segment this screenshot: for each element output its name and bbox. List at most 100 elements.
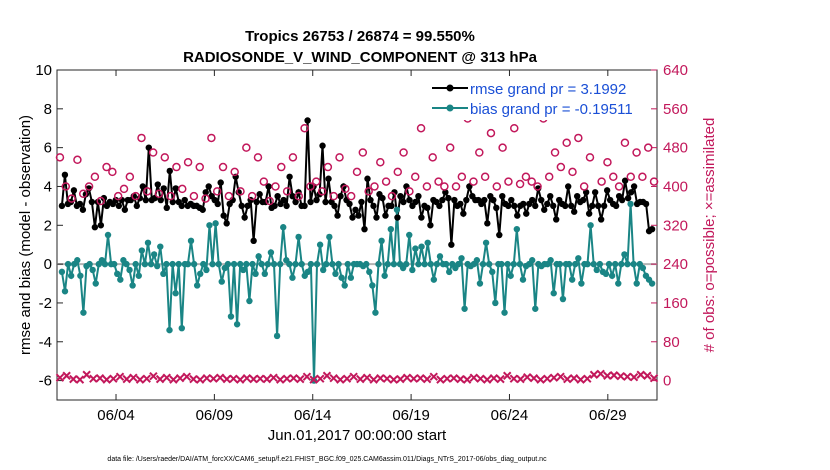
- data-point: [193, 282, 201, 289]
- obs-assimilated-stroke: [322, 371, 332, 380]
- data-point: [114, 270, 121, 278]
- obs-assimilated-marker: [296, 374, 305, 384]
- data-point: [587, 222, 594, 229]
- data-point: [473, 257, 481, 264]
- data-point: [624, 260, 631, 268]
- data-point: [166, 326, 173, 334]
- data-point: [326, 233, 333, 241]
- obs-possible-marker: [341, 184, 350, 194]
- data-point: [132, 260, 139, 268]
- data-point: [382, 212, 389, 219]
- obs-possible-marker: [236, 187, 245, 196]
- data-point: [147, 260, 155, 268]
- obs-possible-marker: [166, 191, 175, 201]
- data-point: [358, 198, 365, 206]
- obs-assimilated-stroke: [629, 372, 639, 382]
- data-point: [594, 202, 602, 210]
- data-point: [585, 210, 593, 217]
- obs-assimilated-marker: [629, 372, 639, 382]
- data-point: [145, 144, 152, 151]
- obs-assimilated-marker: [442, 374, 452, 383]
- obs-possible-marker: [492, 182, 502, 191]
- data-point: [490, 196, 497, 204]
- obs-assimilated-marker: [155, 374, 165, 384]
- x-tick-label: 06/29: [589, 407, 627, 424]
- obs-possible-marker: [160, 153, 170, 162]
- data-point: [550, 290, 557, 297]
- obs-assimilated-marker: [402, 373, 412, 382]
- obs-assimilated-stroke: [209, 374, 218, 383]
- obs-possible-marker: [550, 148, 560, 157]
- data-point: [493, 204, 500, 212]
- data-point: [523, 210, 530, 217]
- obs-assimilated-stroke: [529, 373, 539, 383]
- data-point: [415, 192, 422, 200]
- data-point: [292, 198, 299, 206]
- data-point: [115, 202, 123, 210]
- data-point: [424, 239, 431, 246]
- data-point: [253, 198, 260, 206]
- data-point: [446, 268, 453, 276]
- obs-assimilated-marker: [416, 373, 425, 383]
- obs-assimilated-marker: [229, 374, 238, 383]
- obs-possible-marker: [113, 191, 123, 201]
- plot-area: [56, 69, 658, 401]
- data-point: [590, 260, 597, 268]
- data-point: [218, 278, 225, 285]
- data-point: [627, 189, 635, 196]
- obs-assimilated-marker: [115, 372, 125, 381]
- obs-assimilated-stroke: [269, 373, 278, 382]
- obs-assimilated-stroke: [296, 374, 305, 384]
- data-point: [163, 204, 170, 212]
- legend-bias-marker: [446, 104, 454, 112]
- obs-assimilated-marker: [336, 375, 345, 384]
- obs-assimilated-stroke: [135, 375, 145, 384]
- data-point: [513, 225, 521, 233]
- obs-assimilated-marker: [322, 371, 332, 380]
- data-point: [516, 260, 524, 268]
- data-point: [602, 270, 610, 278]
- obs-possible-marker: [381, 177, 391, 186]
- obs-assimilated-stroke: [356, 374, 365, 384]
- data-point: [323, 260, 330, 268]
- y-right-tick-label: 80: [663, 334, 680, 351]
- obs-possible-marker: [574, 133, 583, 143]
- obs-assimilated-marker: [249, 374, 258, 384]
- obs-possible-marker: [178, 184, 187, 194]
- obs-assimilated-stroke: [616, 372, 625, 381]
- data-point: [630, 260, 637, 268]
- obs-assimilated-stroke: [89, 374, 98, 383]
- obs-assimilated-stroke: [175, 373, 185, 383]
- obs-possible-marker: [172, 162, 181, 172]
- data-point: [256, 191, 263, 198]
- data-point: [142, 196, 149, 204]
- obs-assimilated-stroke: [556, 372, 565, 381]
- obs-assimilated-stroke: [583, 374, 592, 383]
- data-point: [436, 253, 444, 260]
- obs-possible-marker: [218, 162, 228, 172]
- obs-assimilated-marker: [376, 373, 385, 383]
- data-point: [202, 189, 209, 196]
- obs-assimilated-stroke: [102, 375, 111, 384]
- obs-assimilated-stroke: [649, 373, 659, 383]
- data-point: [397, 192, 404, 200]
- data-point: [510, 260, 517, 268]
- obs-assimilated-stroke: [262, 374, 272, 384]
- obs-assimilated-stroke: [95, 373, 105, 383]
- obs-possible-marker: [137, 133, 146, 143]
- y-right-tick-label: 560: [663, 101, 688, 118]
- obs-possible-marker: [212, 187, 222, 196]
- data-point: [458, 255, 465, 262]
- obs-assimilated-marker: [162, 373, 171, 382]
- data-point: [136, 194, 144, 202]
- obs-assimilated-marker: [396, 374, 405, 384]
- obs-assimilated-stroke: [509, 374, 519, 383]
- obs-assimilated-marker: [569, 373, 579, 383]
- obs-assimilated-marker: [636, 370, 645, 379]
- data-point: [280, 224, 287, 231]
- obs-possible-marker: [498, 143, 507, 152]
- data-point: [562, 202, 569, 210]
- obs-possible-marker: [451, 182, 461, 191]
- data-point: [289, 274, 296, 281]
- obs-assimilated-stroke: [202, 373, 212, 383]
